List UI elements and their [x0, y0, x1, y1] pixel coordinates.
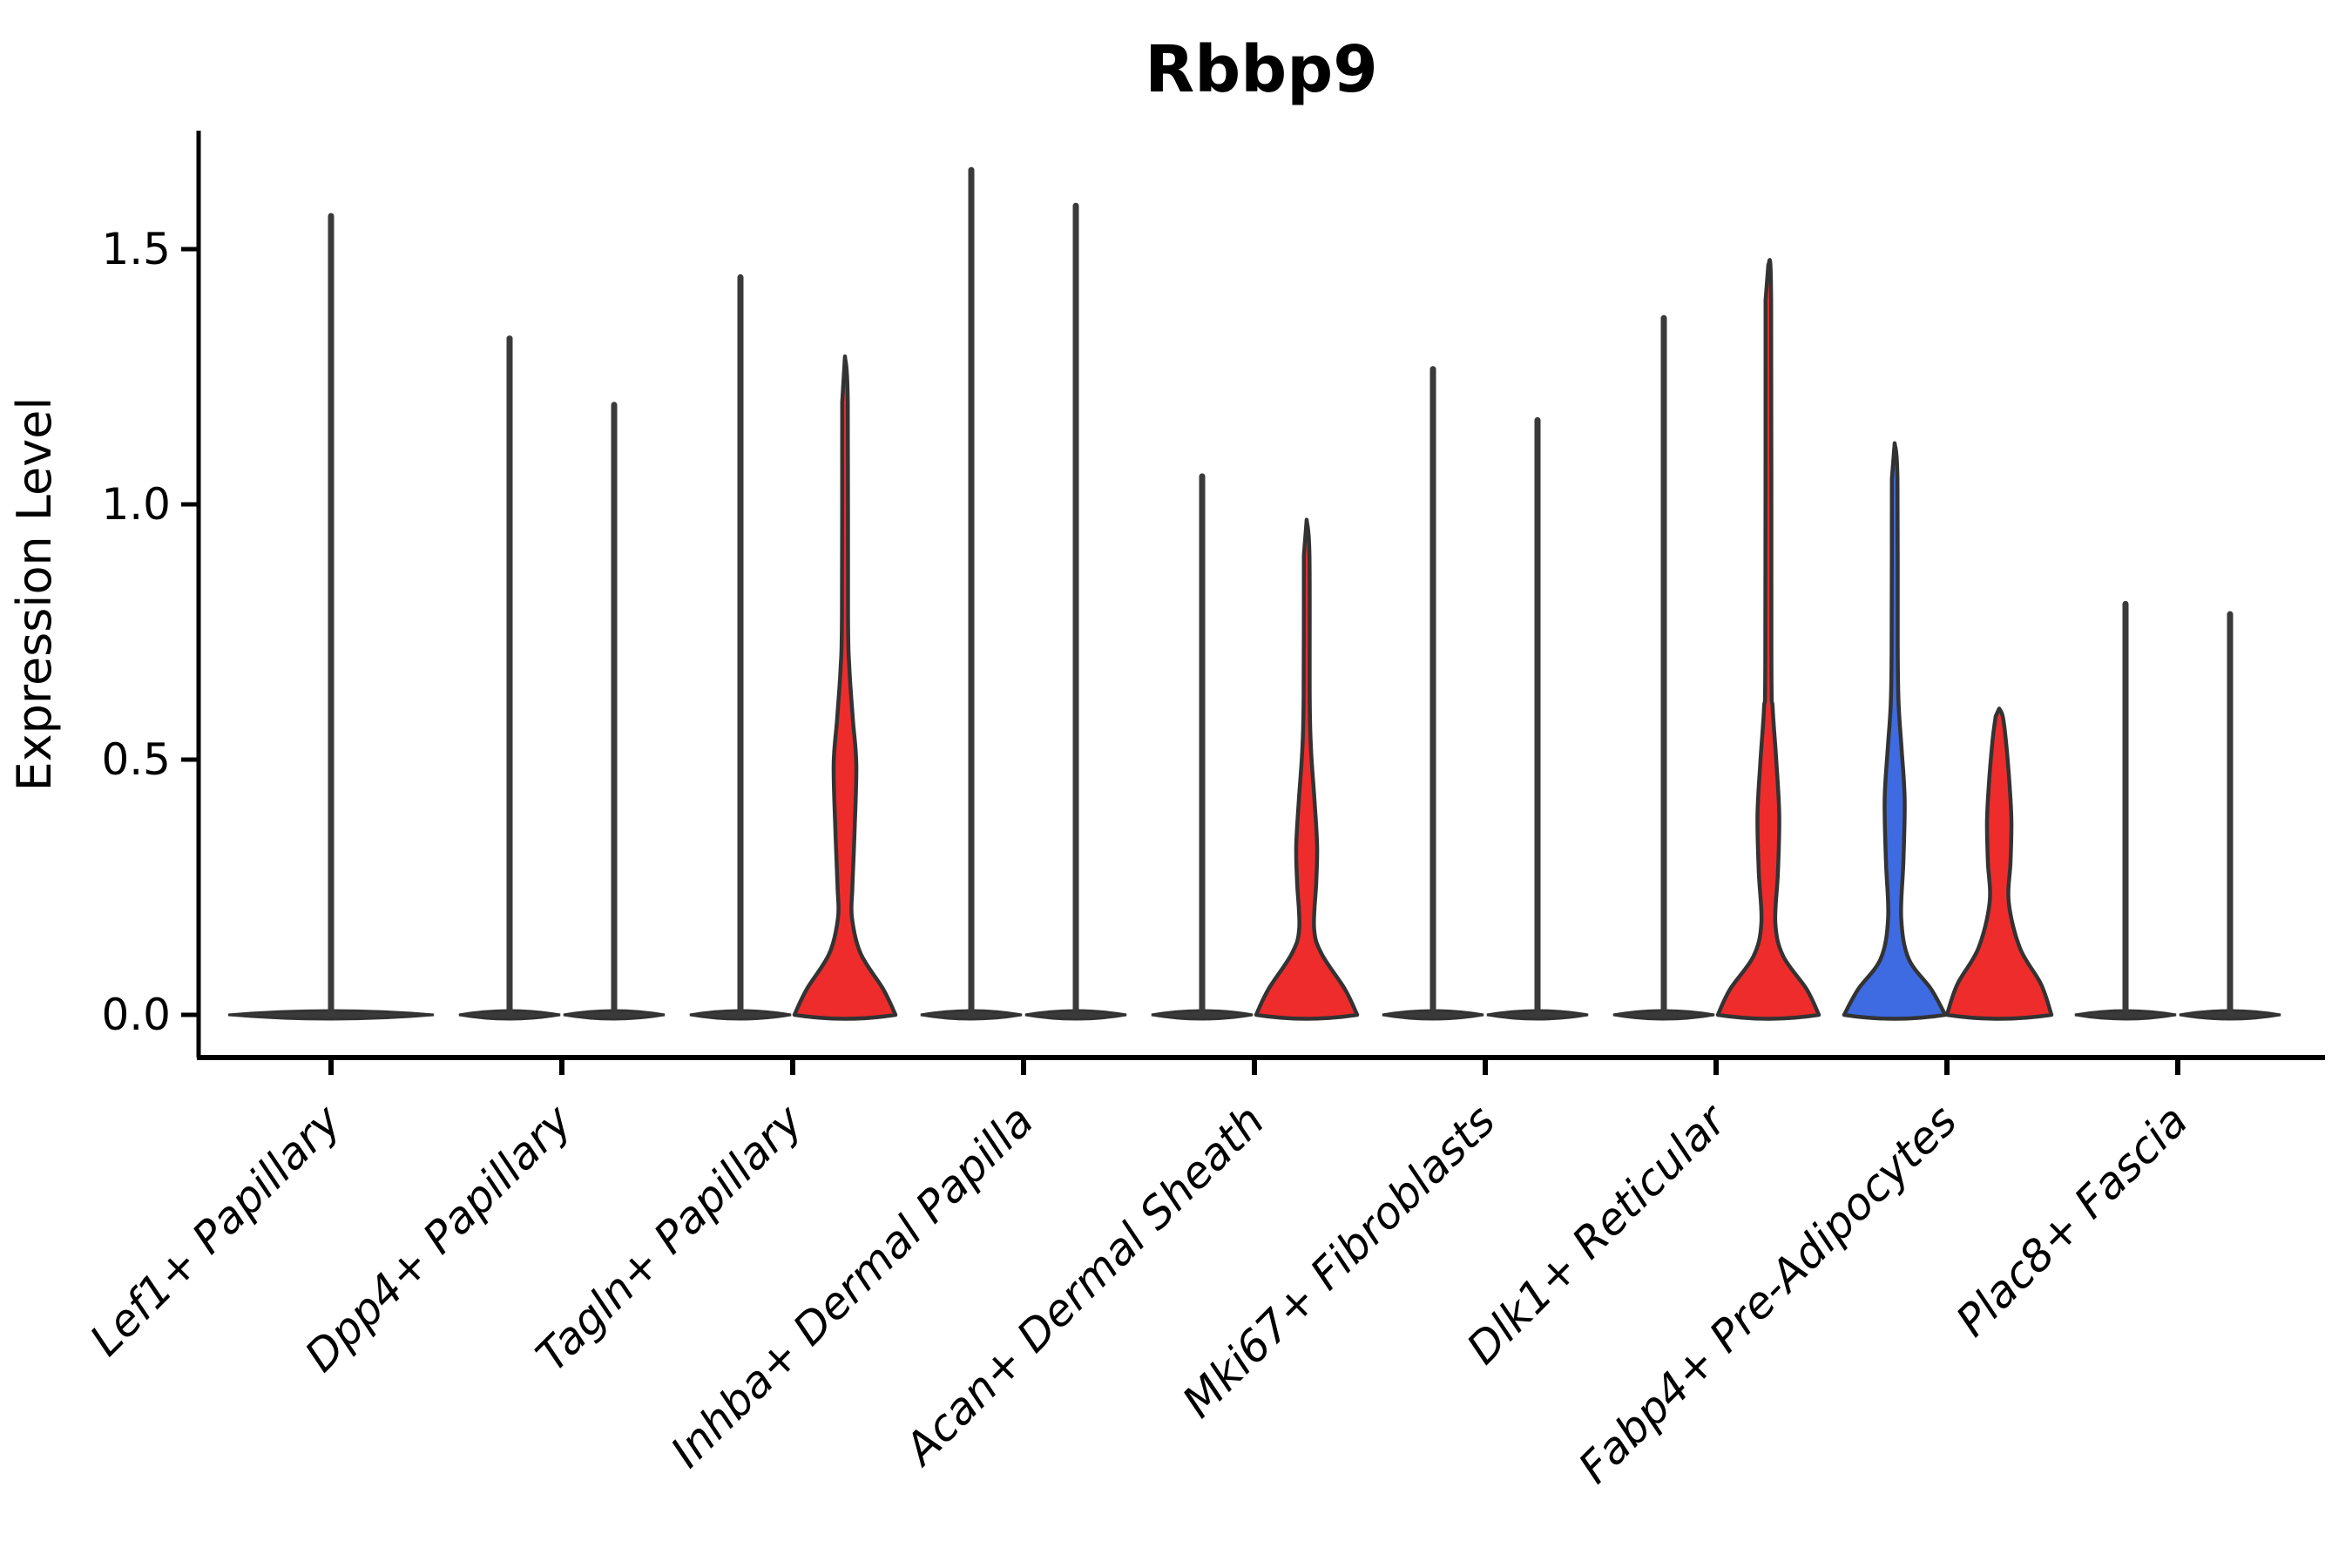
- x-tick-label: Plac8+ Fascia: [1947, 1095, 2198, 1346]
- plot-title: Rbbp9: [1145, 32, 1377, 107]
- violin-base-mki67-fibroblasts-left: [1382, 1009, 1484, 1021]
- violin-fabp4-pre-adipocytes-left: [1842, 441, 1948, 1021]
- violin-acan-dermal-sheath-right: [1254, 517, 1360, 1021]
- x-tick-label: Lef1+ Papillary: [80, 1094, 351, 1365]
- violin-tagln-papillary-right: [792, 354, 898, 1021]
- y-tick-label: 0.0: [101, 990, 171, 1040]
- violin-fabp4-pre-adipocytes-right: [1944, 706, 2054, 1021]
- violin-base-inhba-dermal-papilla-left: [920, 1009, 1023, 1021]
- y-axis-label: Expression Level: [7, 397, 62, 792]
- violin-base-tagln-papillary-left: [689, 1009, 792, 1021]
- violin-base-dlk1-reticular-left: [1612, 1009, 1715, 1021]
- violin-base-plac8-fascia-left: [2074, 1009, 2177, 1021]
- y-tick-label: 1.0: [101, 479, 171, 530]
- x-tick-label: Fabp4+ Pre-Adipocytes: [1569, 1095, 1967, 1493]
- violin-dlk1-reticular-right: [1715, 258, 1821, 1021]
- violin-base-lef1-papillary-single: [227, 1009, 435, 1021]
- violin-base-dpp4-papillary-left: [458, 1009, 561, 1021]
- violin-base-plac8-fascia-right: [2179, 1009, 2281, 1021]
- violin-base-inhba-dermal-papilla-right: [1024, 1009, 1127, 1021]
- violin-base-acan-dermal-sheath-left: [1151, 1009, 1254, 1021]
- violin-base-dpp4-papillary-right: [563, 1009, 666, 1021]
- y-tick-label: 0.5: [101, 734, 171, 785]
- violin-base-mki67-fibroblasts-right: [1486, 1009, 1589, 1021]
- y-tick-label: 1.5: [101, 224, 171, 274]
- violins: [227, 166, 2281, 1021]
